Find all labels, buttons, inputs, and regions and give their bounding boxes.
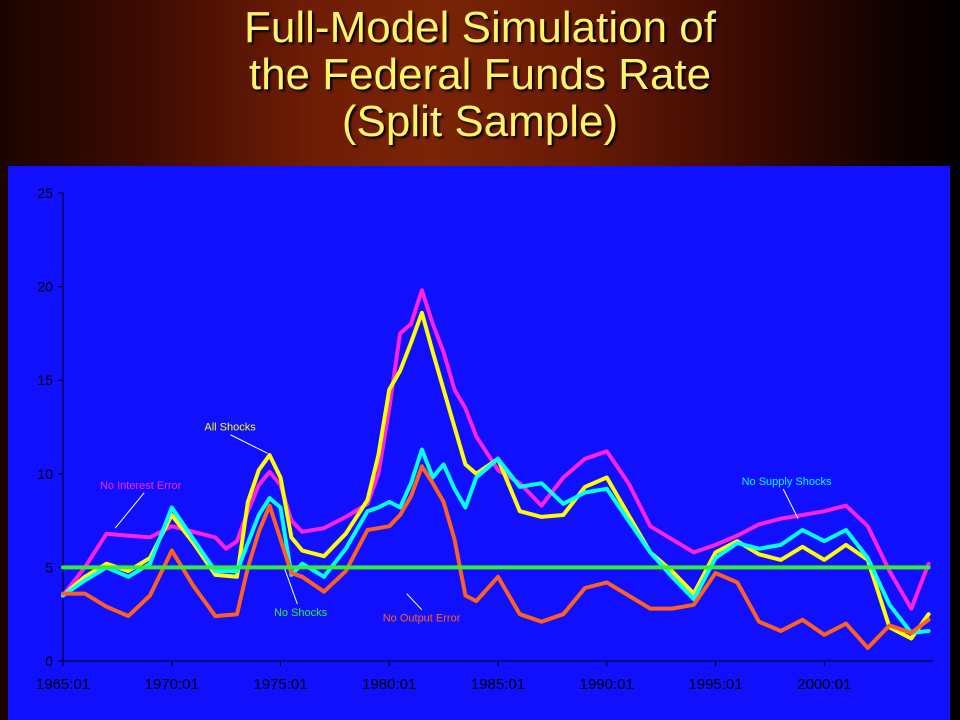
line-chart: 0 5 10 15 20 25 1965:01 1970:01 1975:01 1980:01 19… <box>36 185 933 693</box>
series-line-no-supply <box>61 447 931 635</box>
y-tick-label: 0 <box>45 653 53 669</box>
annotation-leader <box>114 492 145 529</box>
annotation-leader <box>284 569 298 605</box>
x-tick-label: 1985:01 <box>471 676 525 693</box>
slide-title: Full-Model Simulation of the Federal Fun… <box>110 4 850 145</box>
annotation-leader <box>406 593 423 611</box>
x-tick-label: 1970:01 <box>145 676 199 693</box>
y-tick-label: 15 <box>37 372 53 388</box>
annotation-label: All Shocks <box>204 422 256 434</box>
chart-panel: 0 5 10 15 20 25 1965:01 1970:01 1975:01 1980:01 19… <box>8 166 950 720</box>
x-tick-label: 2000:01 <box>797 676 851 693</box>
series-line-all-shocks <box>61 310 931 641</box>
slide-title-line-2: the Federal Funds Rate <box>248 50 712 99</box>
annotation-leader <box>230 434 268 454</box>
x-tick-label: 1975:01 <box>253 676 307 693</box>
y-tick-label: 20 <box>37 279 53 295</box>
x-tick-label: 1980:01 <box>362 676 416 693</box>
slide-title-line-1: Full-Model Simulation of <box>244 3 716 52</box>
x-tick-label: 1990:01 <box>580 676 634 693</box>
series-line-no-interest <box>61 288 931 611</box>
annotation-label: No Output Error <box>383 613 461 625</box>
series-line-no-output <box>61 464 931 650</box>
annotation-leader <box>782 488 799 519</box>
annotation-label: No Interest Error <box>100 480 182 492</box>
y-tick-label: 5 <box>45 559 53 575</box>
y-tick-label: 10 <box>37 466 53 482</box>
slide-title-line-3: (Split Sample) <box>341 97 619 146</box>
x-tick-label: 1995:01 <box>688 676 742 693</box>
x-tick-label: 1965:01 <box>36 676 90 693</box>
annotation-label: No Shocks <box>274 607 328 619</box>
annotation-label: No Supply Shocks <box>742 476 832 488</box>
y-tick-label: 25 <box>37 185 53 201</box>
